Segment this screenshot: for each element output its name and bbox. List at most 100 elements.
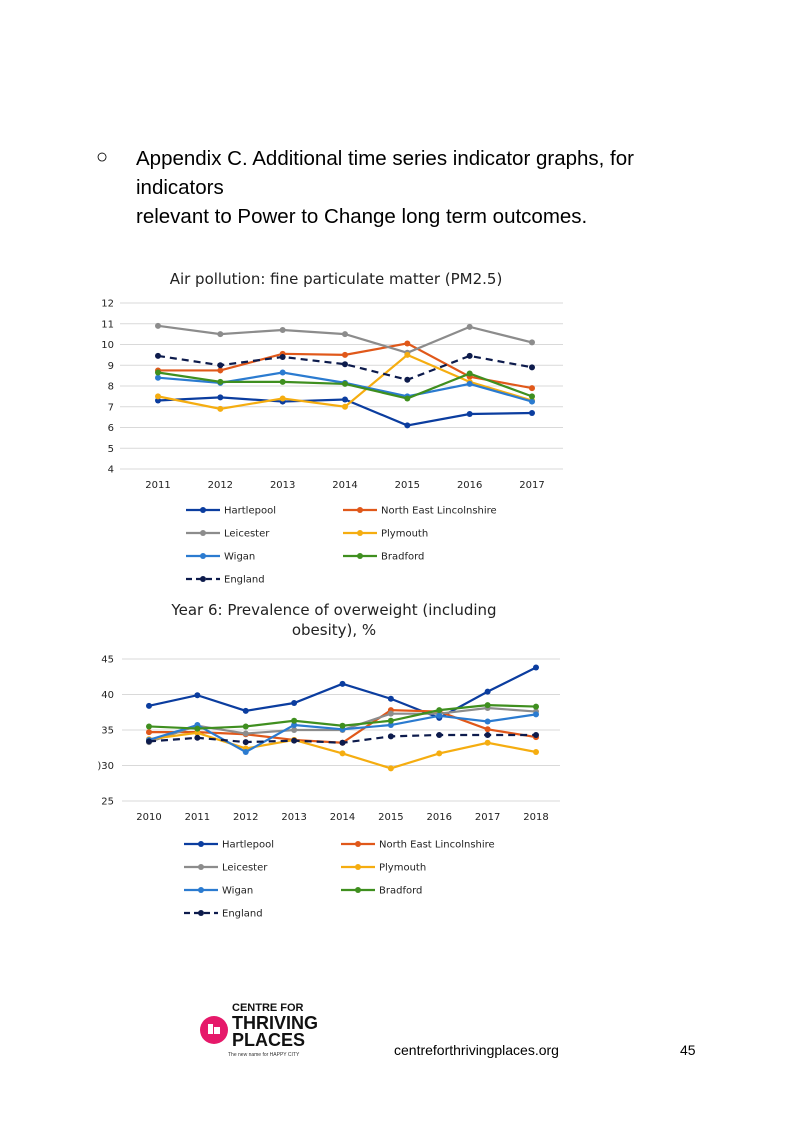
legend-label: Leicester: [224, 529, 270, 540]
data-point: [291, 727, 298, 733]
legend-item: England: [186, 575, 265, 586]
series-bradford: [155, 369, 535, 402]
x-tick-label: 2015: [395, 480, 420, 491]
x-tick-label: 2017: [519, 480, 544, 491]
data-point: [194, 734, 201, 741]
page-number: 45: [680, 1042, 696, 1058]
legend-label: North East Lincolnshire: [381, 506, 497, 517]
data-point: [533, 711, 539, 718]
data-point: [529, 364, 535, 371]
data-point: [533, 703, 539, 710]
y-tick-label: 8: [108, 382, 114, 393]
y-tick-label: 12: [101, 299, 114, 310]
data-point: [155, 393, 161, 400]
data-point: [484, 688, 491, 695]
legend-item: North East Lincolnshire: [343, 506, 497, 517]
data-point: [242, 707, 249, 714]
footer-url[interactable]: centreforthrivingplaces.org: [394, 1042, 559, 1058]
y-tick-label: 45: [101, 655, 114, 666]
data-point: [146, 729, 152, 736]
series-north-east-lincolnshire: [155, 340, 535, 392]
series-england: [146, 731, 539, 746]
y-tick-label: 10: [101, 340, 114, 351]
data-point: [484, 726, 491, 733]
data-point: [387, 733, 394, 740]
x-tick-label: 2013: [281, 812, 306, 823]
x-tick-label: 2017: [475, 812, 500, 823]
data-point: [217, 331, 224, 338]
data-point: [339, 739, 346, 746]
data-point: [342, 380, 348, 387]
data-point: [291, 737, 298, 744]
data-point: [242, 730, 249, 737]
data-point: [242, 739, 249, 746]
bullet-marker: ○: [96, 146, 109, 168]
legend-label: Hartlepool: [224, 506, 276, 517]
thriving-places-logo: CENTRE FOR THRIVING PLACES The new name …: [200, 1002, 318, 1058]
data-point: [194, 725, 201, 732]
y-tick-label: 5: [108, 444, 114, 455]
series-leicester: [155, 322, 535, 356]
data-point: [279, 369, 286, 376]
legend-label: North East Lincolnshire: [379, 840, 495, 851]
data-point: [529, 385, 535, 392]
legend-label: England: [222, 909, 263, 920]
data-point: [279, 326, 286, 333]
data-point: [155, 374, 161, 381]
heading-line-2: indicators: [136, 176, 224, 199]
data-point: [387, 717, 394, 724]
y-tick-label: 11: [101, 319, 114, 330]
legend-item: Leicester: [186, 529, 270, 540]
data-point: [529, 409, 535, 416]
data-point: [533, 749, 539, 756]
data-point: [242, 749, 249, 756]
data-point: [146, 702, 152, 709]
data-point: [291, 717, 298, 724]
series-line: [157, 324, 533, 354]
data-point: [404, 351, 411, 358]
x-tick-label: 2018: [523, 812, 548, 823]
data-point: [217, 405, 224, 412]
data-point: [436, 731, 443, 738]
data-point: [404, 376, 411, 383]
data-point: [436, 750, 443, 757]
legend-item: Wigan: [186, 552, 255, 563]
data-point: [291, 722, 298, 729]
svg-text:CENTRE FOR: CENTRE FOR: [232, 1002, 304, 1014]
data-point: [194, 729, 201, 736]
data-point: [529, 398, 535, 405]
x-tick-label: 2014: [330, 812, 355, 823]
series-hartlepool: [155, 394, 535, 429]
data-point: [339, 750, 346, 757]
chart-title: Air pollution: fine particulate matter (…: [170, 270, 503, 288]
legend-label: England: [224, 575, 265, 586]
svg-text:THRIVING: THRIVING: [232, 1013, 318, 1033]
x-tick-label: 2010: [136, 812, 161, 823]
y-tick-label: 6: [108, 423, 114, 434]
data-point: [279, 353, 286, 360]
legend-label: Plymouth: [379, 863, 426, 874]
data-point: [339, 722, 346, 729]
data-point: [484, 731, 491, 738]
data-point: [529, 339, 535, 346]
legend-item: Plymouth: [341, 863, 426, 874]
data-point: [291, 700, 298, 707]
data-point: [484, 718, 491, 725]
data-point: [533, 664, 539, 671]
data-point: [387, 710, 394, 717]
data-point: [339, 680, 346, 687]
x-tick-label: 2013: [270, 480, 295, 491]
data-point: [342, 351, 348, 358]
data-point: [217, 362, 224, 369]
svg-text:PLACES: PLACES: [232, 1030, 305, 1050]
legend-label: Plymouth: [381, 529, 428, 540]
legend-item: Leicester: [184, 863, 268, 874]
data-point: [387, 765, 394, 772]
data-point: [436, 712, 443, 719]
data-point: [279, 395, 286, 402]
y-tick-label: 4: [108, 465, 114, 476]
heading-line-1: Appendix C. Additional time series indic…: [136, 147, 634, 170]
legend-item: Hartlepool: [186, 506, 276, 517]
legend-item: Bradford: [343, 552, 424, 563]
legend-item: England: [184, 909, 263, 920]
